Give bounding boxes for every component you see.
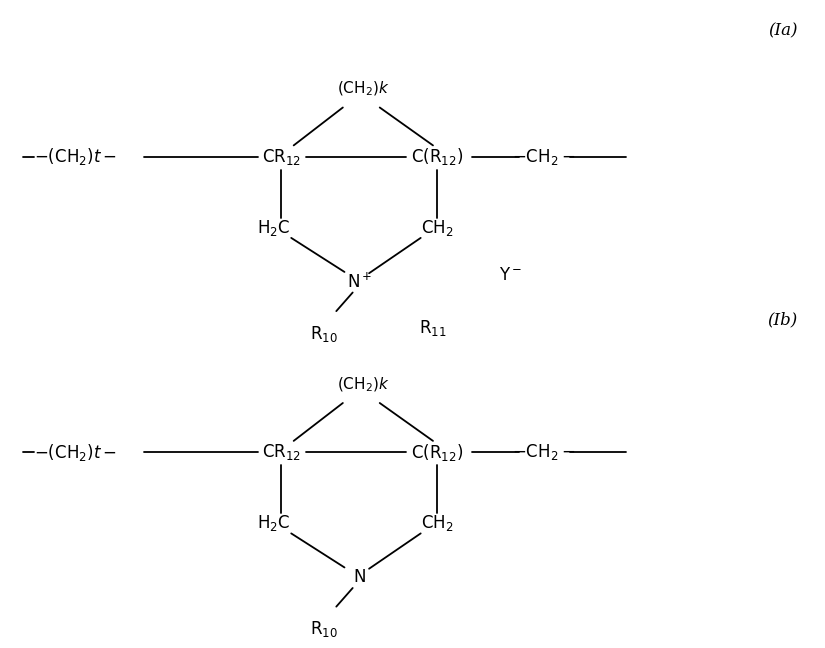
Text: (Ib): (Ib) [767, 311, 798, 328]
Text: $({\rm CH_2})k$: $({\rm CH_2})k$ [337, 376, 389, 394]
Text: ${\rm H_2C}$: ${\rm H_2C}$ [257, 218, 290, 238]
Text: ${\rm R_{10}}$: ${\rm R_{10}}$ [310, 619, 338, 640]
Text: ${\rm C(R_{12})}$: ${\rm C(R_{12})}$ [411, 442, 463, 463]
Text: ${\rm R_{10}}$: ${\rm R_{10}}$ [310, 324, 338, 344]
Text: $-({\rm CH_2})t-$: $-({\rm CH_2})t-$ [34, 146, 117, 167]
Text: $({\rm CH_2})k$: $({\rm CH_2})k$ [337, 80, 389, 98]
Text: ${\rm CR_{12}}$: ${\rm CR_{12}}$ [262, 443, 301, 463]
Text: $-({\rm CH_2})t-$: $-({\rm CH_2})t-$ [34, 442, 117, 463]
Text: (Ia): (Ia) [768, 22, 798, 39]
Text: ${\rm C(R_{12})}$: ${\rm C(R_{12})}$ [411, 146, 463, 167]
Text: ${\rm Y^-}$: ${\rm Y^-}$ [499, 267, 522, 284]
Text: ${\rm N}$: ${\rm N}$ [353, 569, 365, 586]
Text: ${\rm H_2C}$: ${\rm H_2C}$ [257, 513, 290, 533]
Text: ${\rm CR_{12}}$: ${\rm CR_{12}}$ [262, 147, 301, 167]
Text: ${\rm N^+}$: ${\rm N^+}$ [346, 273, 372, 292]
Text: ${\rm CH_2}$: ${\rm CH_2}$ [421, 513, 454, 533]
Text: ${\rm R_{11}}$: ${\rm R_{11}}$ [419, 318, 447, 338]
Text: ${\rm CH_2}$: ${\rm CH_2}$ [421, 218, 454, 238]
Text: $-{\rm CH_2}-$: $-{\rm CH_2}-$ [512, 147, 575, 167]
Text: $-{\rm CH_2}-$: $-{\rm CH_2}-$ [512, 443, 575, 463]
